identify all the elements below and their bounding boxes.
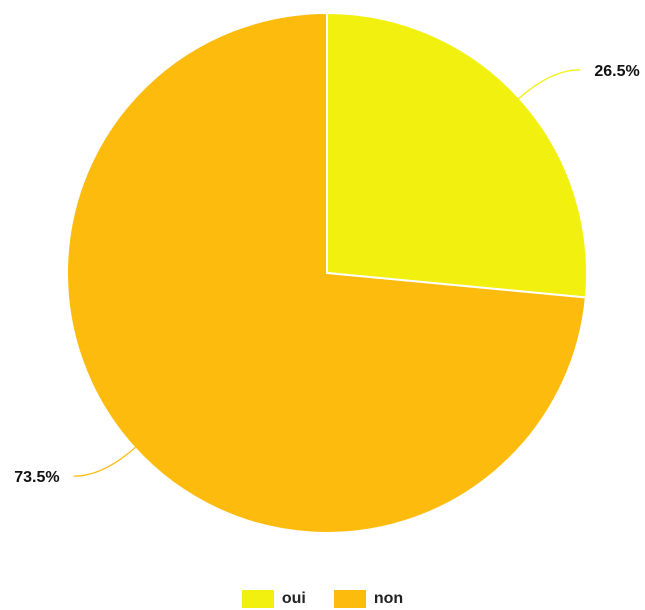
- legend-label-oui: oui: [281, 590, 306, 607]
- legend: oui non: [0, 588, 645, 610]
- leader-line-oui: [516, 69, 581, 101]
- pie-slices: [66, 11, 588, 534]
- legend-swatch-oui: [241, 590, 274, 608]
- leader-line-non: [73, 445, 138, 477]
- legend-item-oui[interactable]: oui: [241, 590, 306, 608]
- legend-label-non: non: [373, 590, 404, 607]
- data-label-non: 73.5%: [14, 469, 59, 486]
- legend-swatch-non: [333, 590, 366, 608]
- pie-labels: 26.5% 73.5%: [14, 63, 639, 486]
- pie-chart: 26.5% 73.5%: [14, 11, 640, 534]
- data-label-oui: 26.5%: [594, 63, 639, 80]
- legend-item-non[interactable]: non: [333, 590, 404, 608]
- pie-slice-oui[interactable]: [326, 11, 588, 299]
